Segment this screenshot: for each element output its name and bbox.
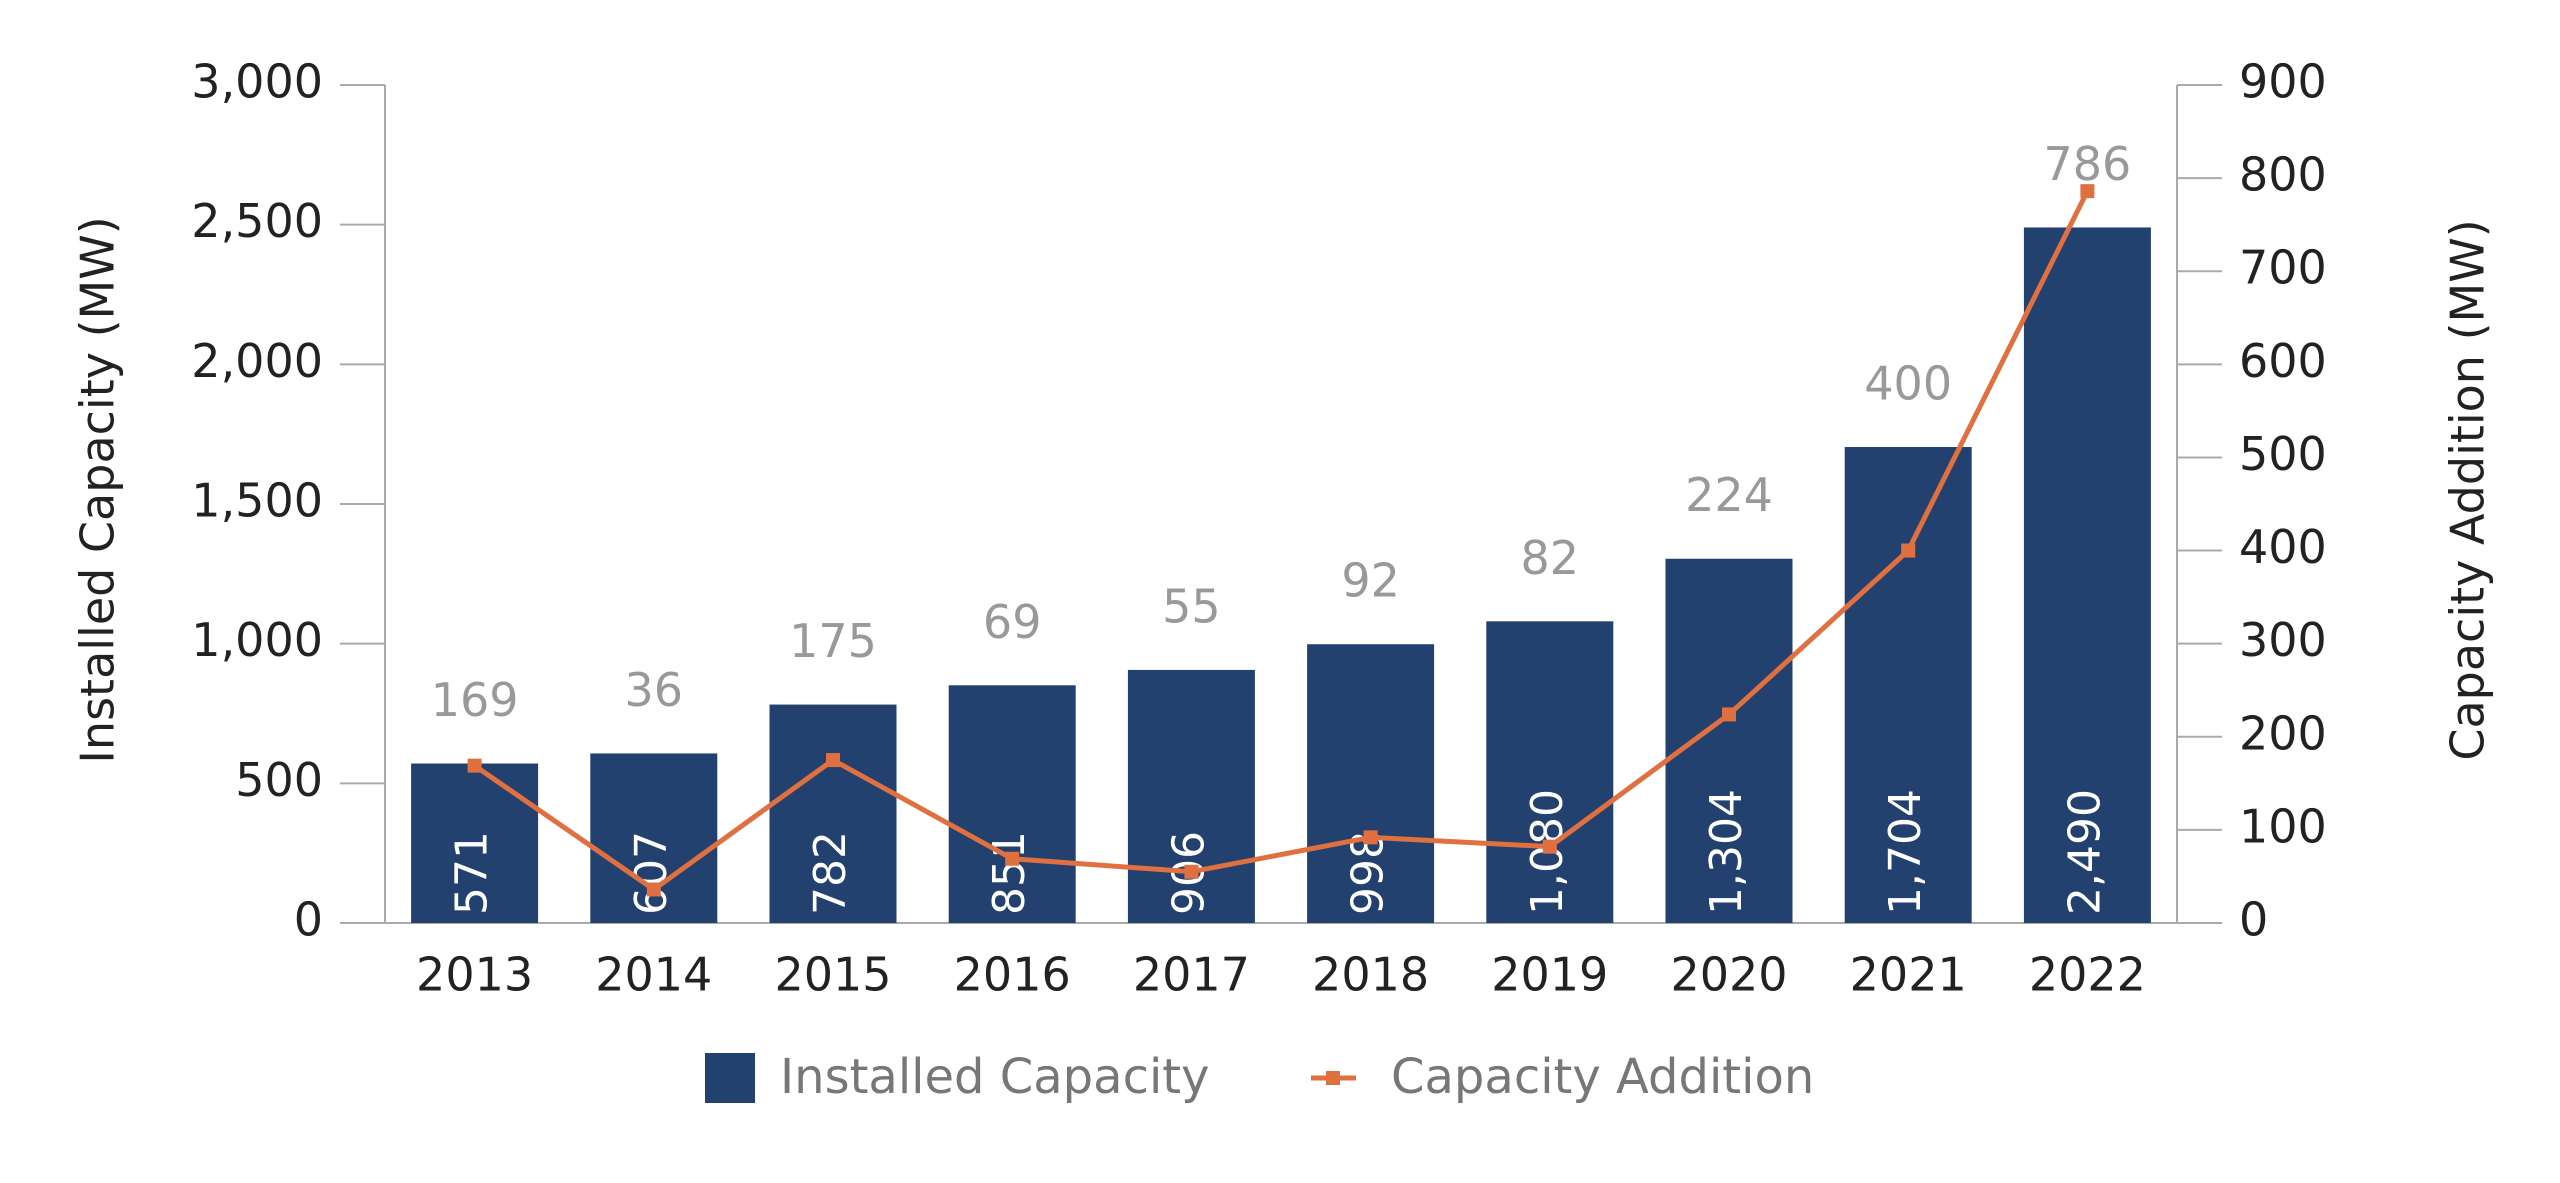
- line-marker: [1184, 864, 1199, 879]
- bar-value-label: 1,704: [1880, 789, 1931, 915]
- bar: [1486, 621, 1614, 923]
- y2-tick-label: 0: [2239, 893, 2268, 947]
- y2-tick-label: 600: [2239, 334, 2327, 388]
- line-value-label: 786: [2043, 137, 2131, 191]
- line-value-label: 55: [1162, 579, 1221, 633]
- bar: [1844, 447, 1972, 923]
- y-axis-title: Installed Capacity (MW): [71, 216, 125, 763]
- line-marker: [1363, 830, 1378, 845]
- y2-tick-label: 700: [2239, 241, 2327, 295]
- bar: [948, 685, 1076, 923]
- y2-tick-label: 800: [2239, 148, 2327, 202]
- line-value-label: 82: [1521, 531, 1580, 585]
- bar: [1665, 558, 1793, 923]
- bar-value-label: 2,490: [2059, 789, 2110, 915]
- x-tick-label: 2013: [416, 948, 533, 1002]
- y2-tick-label: 200: [2239, 706, 2327, 760]
- y-tick-label: 0: [294, 893, 323, 947]
- bar: [1127, 669, 1255, 923]
- bar-value-label: 998: [1343, 831, 1394, 915]
- x-tick-label: 2022: [2029, 948, 2146, 1002]
- y-tick-label: 2,000: [191, 334, 323, 388]
- line-value-label: 36: [625, 663, 684, 717]
- line: [473, 190, 2090, 893]
- y2-tick-label: 100: [2239, 799, 2327, 853]
- line-value-label: 224: [1685, 468, 1773, 522]
- line-marker: [1542, 839, 1557, 854]
- bar: [1307, 644, 1435, 923]
- y-tick-label: 1,500: [191, 474, 323, 528]
- bar: [769, 704, 897, 923]
- bar-value-label: 782: [805, 831, 856, 915]
- y2-tick-label: 500: [2239, 427, 2327, 481]
- bar-value-label: 851: [984, 831, 1035, 915]
- line-value-label: 169: [431, 673, 519, 727]
- x-tick-label: 2018: [1312, 948, 1429, 1002]
- bar-value-label: 571: [447, 831, 498, 915]
- line-value-label: 400: [1864, 357, 1952, 411]
- y-tick-label: 500: [235, 753, 323, 807]
- line-value-label: 69: [983, 595, 1042, 649]
- line-marker: [467, 758, 482, 773]
- y-tick-label: 2,500: [191, 194, 323, 248]
- x-tick-label: 2021: [1850, 948, 1967, 1002]
- y-tick-label: 3,000: [191, 55, 323, 109]
- x-tick-label: 2017: [1133, 948, 1250, 1002]
- x-tick-label: 2019: [1491, 948, 1608, 1002]
- line-value-label: 175: [789, 614, 877, 668]
- y2-axis-title: Capacity Addition (MW): [2441, 219, 2495, 760]
- line-marker: [1901, 543, 1916, 558]
- bar: [2023, 227, 2151, 923]
- x-tick-label: 2016: [954, 948, 1071, 1002]
- x-tick-label: 2014: [595, 948, 712, 1002]
- x-tick-label: 2020: [1670, 948, 1787, 1002]
- y-tick-label: 1,000: [191, 613, 323, 667]
- y2-tick-label: 900: [2239, 55, 2327, 109]
- y2-tick-label: 300: [2239, 613, 2327, 667]
- y2-tick-label: 400: [2239, 520, 2327, 574]
- line-marker: [2080, 184, 2095, 199]
- bar: [411, 763, 539, 923]
- legend-label: Capacity Addition: [1391, 1049, 1814, 1105]
- legend-swatch: [705, 1053, 755, 1103]
- x-tick-label: 2015: [774, 948, 891, 1002]
- legend-marker: [1326, 1071, 1340, 1085]
- legend-label: Installed Capacity: [780, 1049, 1210, 1105]
- line-marker: [826, 753, 840, 768]
- line-value-label: 92: [1341, 554, 1400, 608]
- line-marker: [1722, 707, 1736, 722]
- bar-value-label: 1,304: [1701, 789, 1752, 915]
- line-marker: [1005, 851, 1020, 866]
- line-marker: [646, 882, 661, 897]
